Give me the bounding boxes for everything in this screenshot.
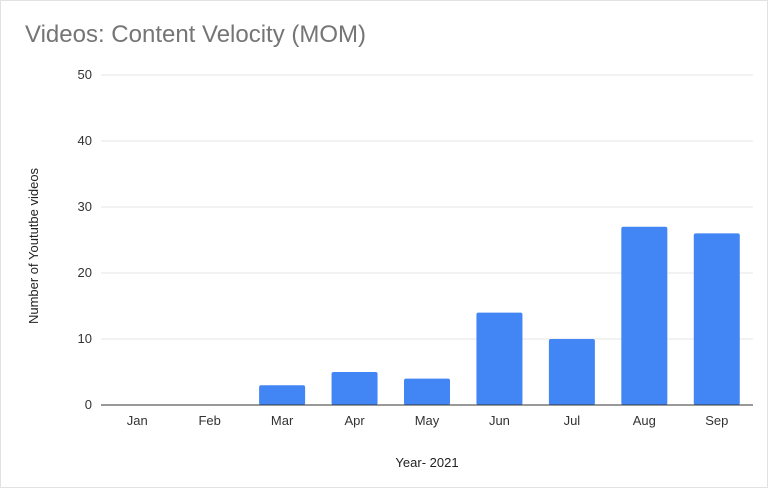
x-tick-label: Apr bbox=[344, 413, 365, 428]
chart-title: Videos: Content Velocity (MOM) bbox=[25, 21, 367, 48]
bar-mar bbox=[259, 385, 306, 405]
bars bbox=[259, 226, 740, 405]
x-axis-ticks: Jan Feb Mar Apr May Jun Jul Aug Sep bbox=[127, 413, 729, 428]
y-tick-label: 30 bbox=[78, 199, 92, 214]
bar-may bbox=[404, 378, 450, 405]
x-tick-label: Jan bbox=[127, 413, 148, 428]
y-tick-label: 50 bbox=[78, 67, 92, 82]
x-tick-label: Mar bbox=[271, 413, 294, 428]
bar-sep bbox=[693, 233, 740, 405]
y-axis-ticks: 0 10 20 30 40 50 bbox=[78, 67, 92, 412]
y-tick-label: 40 bbox=[78, 133, 92, 148]
x-tick-label: May bbox=[415, 413, 440, 428]
y-tick-label: 20 bbox=[78, 265, 92, 280]
y-axis-title: Number of Yoututbe videos bbox=[26, 167, 41, 324]
y-tick-label: 10 bbox=[78, 331, 92, 346]
x-tick-label: Jul bbox=[564, 413, 581, 428]
bar-jul bbox=[548, 339, 595, 405]
bar-jun bbox=[476, 312, 523, 405]
x-tick-label: Sep bbox=[705, 413, 728, 428]
bar-apr bbox=[331, 372, 378, 405]
y-tick-label: 0 bbox=[85, 397, 92, 412]
x-tick-label: Aug bbox=[633, 413, 656, 428]
x-axis-title: Year- 2021 bbox=[395, 455, 458, 470]
bar-aug bbox=[621, 226, 668, 405]
x-tick-label: Feb bbox=[198, 413, 220, 428]
x-tick-label: Jun bbox=[489, 413, 510, 428]
